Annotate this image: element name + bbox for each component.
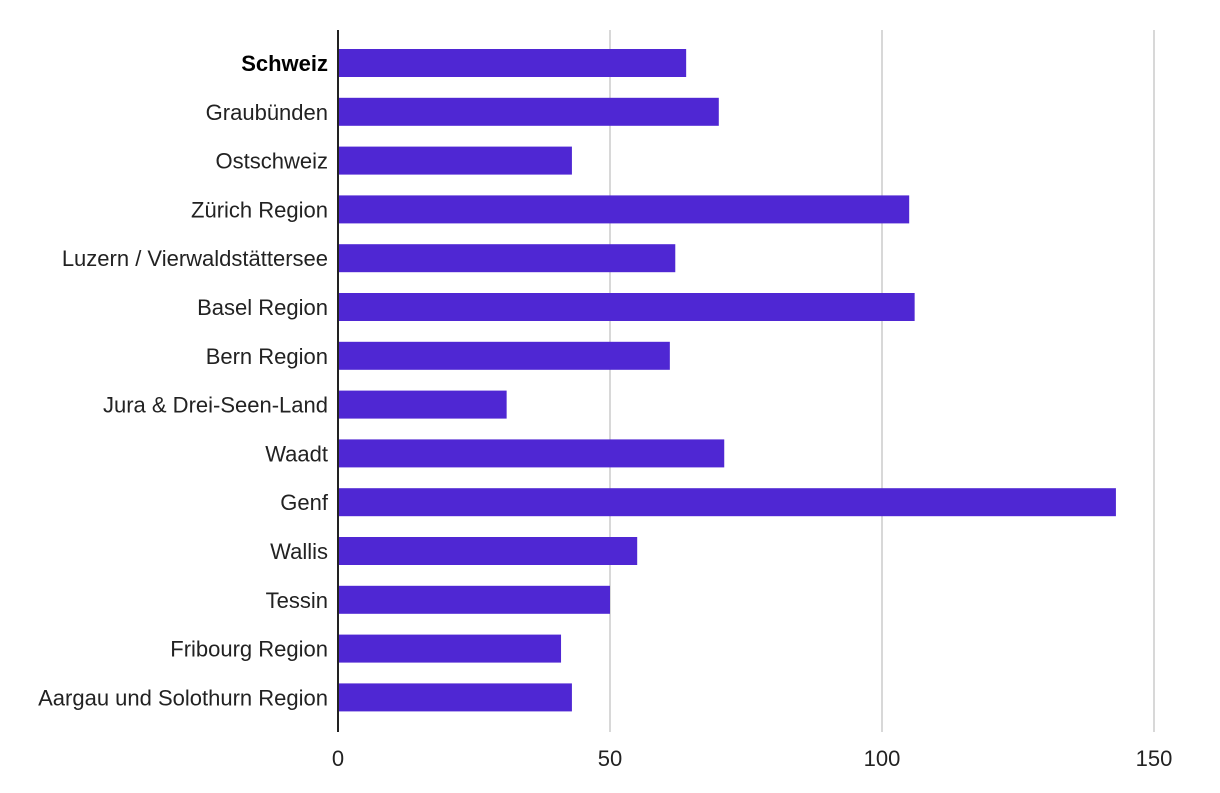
bar-genf: [338, 488, 1116, 517]
category-label: Genf: [280, 490, 329, 515]
category-label: Wallis: [270, 539, 328, 564]
category-labels: Schweiz Graubünden Ostschweiz Zürich Region…: [38, 51, 329, 710]
bar-basel-region: [338, 293, 915, 321]
bar-luzern-vierwaldstättersee: [338, 244, 676, 273]
category-label: Aargau und Solothurn Region: [38, 685, 328, 710]
bar-zürich-region: [338, 195, 910, 224]
bar-fribourg-region: [338, 634, 562, 663]
category-label: Tessin: [266, 588, 328, 613]
category-label: Jura & Drei-Seen-Land: [103, 393, 328, 418]
category-label: Ostschweiz: [216, 149, 328, 174]
x-tick-label: 150: [1136, 746, 1173, 771]
bar-tessin: [338, 585, 610, 614]
category-label: Bern Region: [206, 344, 328, 369]
category-label: Luzern / Vierwaldstättersee: [62, 246, 328, 271]
category-label: Zürich Region: [191, 197, 328, 222]
category-label: Schweiz: [241, 51, 328, 76]
bars: [338, 49, 1116, 712]
x-axis-ticks: 0 50 100 150: [332, 746, 1172, 771]
x-tick-label: 50: [598, 746, 622, 771]
category-label: Basel Region: [197, 295, 328, 320]
bar-graubünden: [338, 97, 719, 126]
bar-wallis: [338, 537, 638, 565]
x-tick-label: 0: [332, 746, 344, 771]
x-tick-label: 100: [864, 746, 901, 771]
category-label: Fribourg Region: [170, 637, 328, 662]
category-label: Waadt: [265, 441, 328, 466]
gridlines: [609, 30, 1155, 732]
category-label: Graubünden: [206, 100, 328, 125]
bar-schweiz: [338, 49, 687, 77]
bar-jura-drei-seen-land: [338, 390, 507, 419]
bar-aargau-und-solothurn-region: [338, 683, 572, 712]
bar-ostschweiz: [338, 146, 572, 175]
bar-bern-region: [338, 341, 670, 370]
bar-waadt: [338, 439, 725, 468]
